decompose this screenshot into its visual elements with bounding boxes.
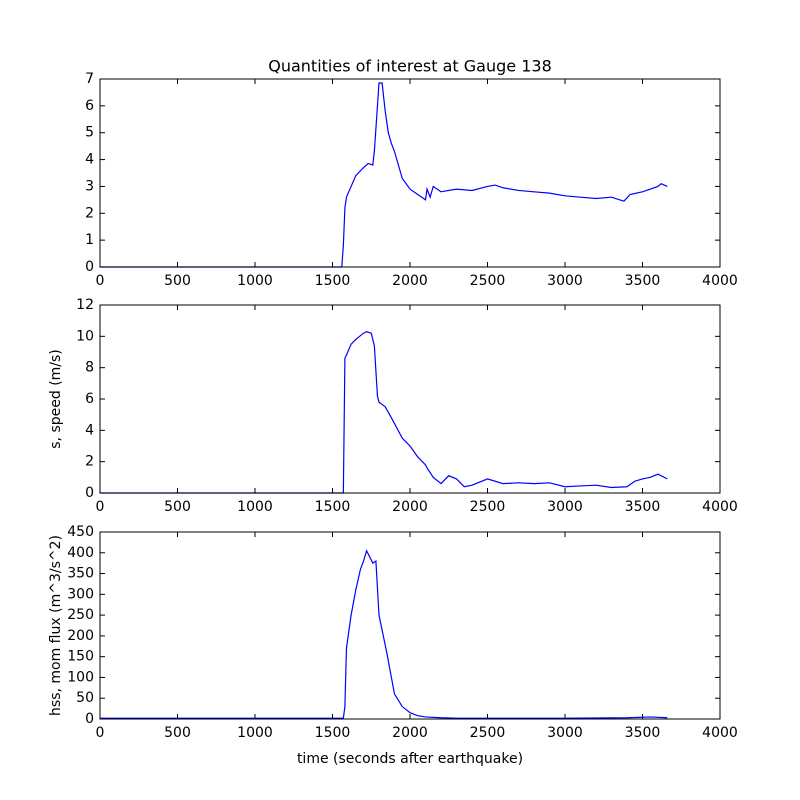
x-tick-label: 2500 — [470, 273, 506, 289]
y-axis-label: hss, mom flux (m^3/s^2) — [48, 535, 64, 716]
x-tick-label: 3000 — [547, 499, 583, 515]
y-tick-label: 6 — [85, 98, 94, 114]
x-tick-label: 2500 — [470, 499, 506, 515]
x-tick-label: 4000 — [702, 273, 738, 289]
data-line — [100, 330, 668, 494]
axes-frame — [99, 304, 721, 494]
y-tick-label: 7 — [85, 71, 94, 87]
y-tick-label: 0 — [85, 259, 94, 275]
y-tick-label: 300 — [67, 586, 94, 602]
axes-frame — [99, 531, 721, 720]
y-tick-label: 50 — [76, 690, 94, 706]
y-tick-label: 4 — [85, 152, 94, 168]
chart-title: Quantities of interest at Gauge 138 — [268, 57, 552, 76]
x-tick-label: 0 — [96, 499, 105, 515]
y-tick-label: 5 — [85, 125, 94, 141]
x-tick-label: 4000 — [702, 499, 738, 515]
x-tick-label: 2500 — [470, 725, 506, 741]
x-tick-label: 500 — [164, 499, 191, 515]
y-tick-label: 400 — [67, 545, 94, 561]
y-tick-label: 12 — [76, 297, 94, 313]
y-tick-label: 8 — [85, 360, 94, 376]
y-axis-label: s, speed (m/s) — [48, 349, 64, 449]
x-tick-label: 1500 — [315, 273, 351, 289]
y-tick-label: 150 — [67, 649, 94, 665]
y-tick-label: 2 — [85, 454, 94, 470]
y-tick-label: 4 — [85, 422, 94, 438]
y-tick-label: 0 — [85, 711, 94, 727]
x-tick-label: 3500 — [625, 273, 661, 289]
y-tick-label: 3 — [85, 178, 94, 194]
x-tick-label: 500 — [164, 725, 191, 741]
y-tick-label: 100 — [67, 669, 94, 685]
data-line — [100, 549, 668, 719]
y-tick-label: 250 — [67, 607, 94, 623]
y-tick-label: 0 — [85, 485, 94, 501]
y-tick-label: 200 — [67, 628, 94, 644]
x-axis-label: time (seconds after earthquake) — [297, 751, 523, 767]
x-tick-label: 0 — [96, 273, 105, 289]
y-tick-label: 2 — [85, 205, 94, 221]
x-tick-label: 1000 — [237, 499, 273, 515]
x-tick-label: 3500 — [625, 499, 661, 515]
axes-frame — [99, 78, 721, 268]
x-tick-label: 2000 — [392, 725, 428, 741]
y-tick-label: 1 — [85, 232, 94, 248]
x-tick-label: 3000 — [547, 273, 583, 289]
x-tick-label: 1000 — [237, 273, 273, 289]
y-tick-label: 350 — [67, 566, 94, 582]
x-tick-label: 500 — [164, 273, 191, 289]
y-tick-label: 10 — [76, 328, 94, 344]
y-tick-label: 450 — [67, 524, 94, 540]
y-tick-label: 6 — [85, 391, 94, 407]
x-tick-label: 3500 — [625, 725, 661, 741]
x-tick-label: 3000 — [547, 725, 583, 741]
x-tick-label: 2000 — [392, 499, 428, 515]
x-tick-label: 2000 — [392, 273, 428, 289]
x-tick-label: 1000 — [237, 725, 273, 741]
x-tick-label: 1500 — [315, 499, 351, 515]
x-tick-label: 0 — [96, 725, 105, 741]
x-tick-label: 1500 — [315, 725, 351, 741]
x-tick-label: 4000 — [702, 725, 738, 741]
data-line — [100, 82, 668, 268]
